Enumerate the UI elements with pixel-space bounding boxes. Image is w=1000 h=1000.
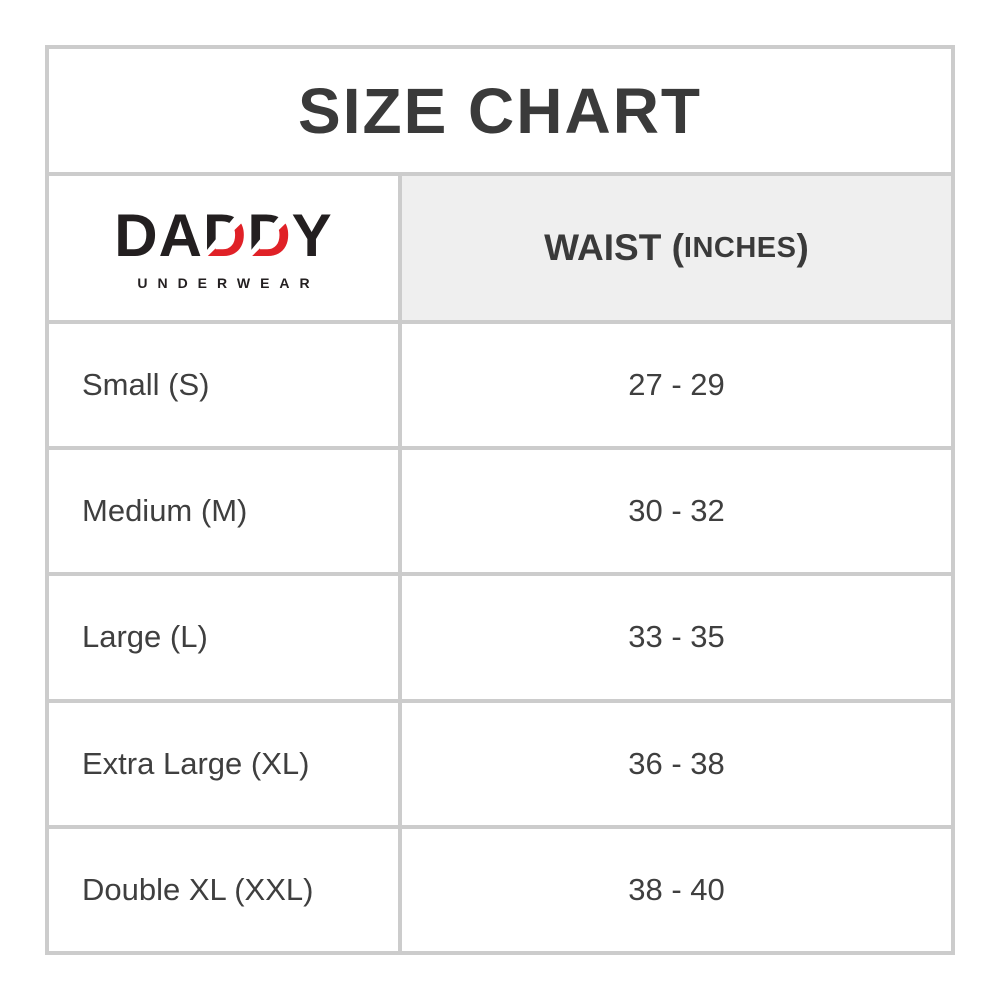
waist-column-header: WAIST (INCHES) [402,176,951,320]
waist-value-text: 30 - 32 [628,493,725,529]
waist-value-double-xl: 38 - 40 [402,828,951,951]
size-label-double-xl: Double XL (XXL) [49,828,398,951]
waist-value-medium: 30 - 32 [402,450,951,573]
size-label-text: Extra Large (XL) [82,745,310,781]
waist-value-small: 27 - 29 [402,324,951,447]
waist-value-extra-large: 36 - 38 [402,702,951,825]
waist-header-unit: INCHES [683,231,797,264]
waist-value-text: 38 - 40 [628,871,725,907]
size-label-large: Large (L) [49,576,398,699]
waist-value-text: 27 - 29 [628,367,725,403]
brand-logo: DAD D D D Y UNDERWEAR [49,176,398,320]
waist-value-text: 33 - 35 [628,619,725,655]
waist-value-large: 33 - 35 [402,576,951,699]
waist-value-text: 36 - 38 [628,745,725,781]
chart-title-text: SIZE CHART [298,74,702,147]
size-label-text: Medium (M) [82,493,248,529]
wordmark-suffix: Y [291,201,333,269]
size-label-extra-large: Extra Large (XL) [49,702,398,825]
size-label-text: Large (L) [82,619,208,655]
brand-subtitle: UNDERWEAR [137,274,320,291]
size-chart-table: SIZE CHART DAD D D D Y UNDERWEAR WAIST (INCH… [45,45,955,955]
waist-header-suffix: ) [796,227,809,268]
size-label-text: Small (S) [82,367,210,403]
size-label-small: Small (S) [49,324,398,447]
size-label-text: Double XL (XXL) [82,871,314,907]
size-label-medium: Medium (M) [49,450,398,573]
wordmark-prefix: DA [114,201,203,269]
waist-header-prefix: WAIST ( [544,227,684,268]
chart-title: SIZE CHART [49,49,951,172]
brand-wordmark: DAD D D D Y [114,201,333,269]
